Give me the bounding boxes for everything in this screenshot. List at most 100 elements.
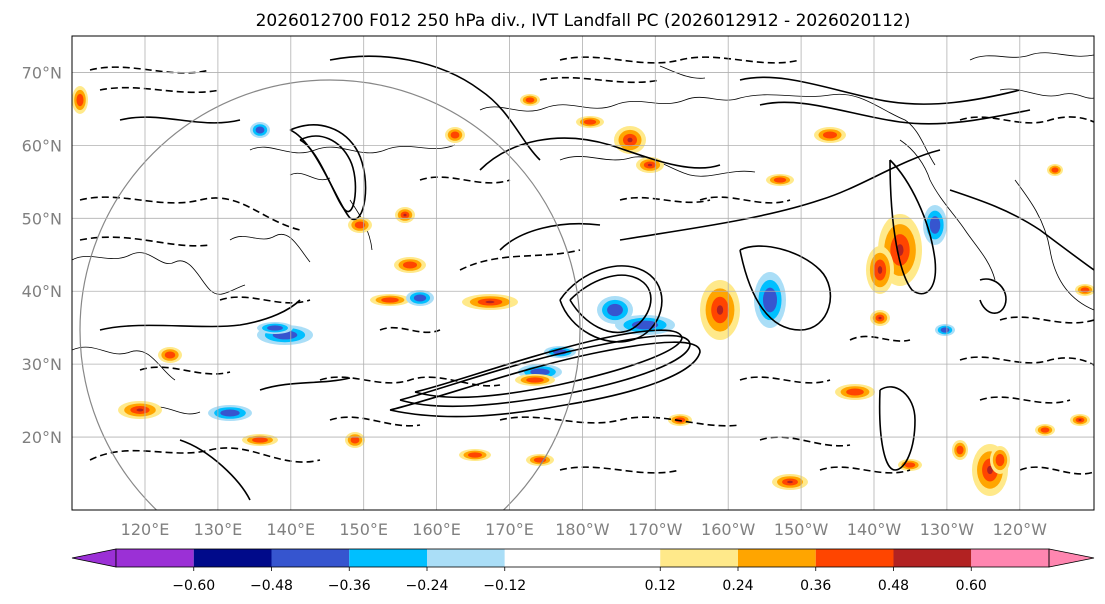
lat-tick-label: 20°N bbox=[22, 428, 62, 447]
divergence-shade bbox=[929, 216, 941, 234]
colorbar-tick-label: 0.24 bbox=[722, 578, 753, 594]
contour-solid bbox=[949, 189, 1094, 271]
colorbar-tick-label: −0.60 bbox=[172, 578, 215, 594]
grid bbox=[72, 36, 1094, 510]
colorbar-tick-label: 0.48 bbox=[878, 578, 909, 594]
convergence-shade bbox=[904, 462, 916, 468]
lon-tick-label: 130°W bbox=[920, 520, 975, 539]
shading-layer bbox=[72, 86, 1094, 496]
contour-dashed bbox=[219, 296, 311, 304]
lon-tick-labels: 120°E 130°E 140°E 150°E 160°E 170°E 180°W 170°W… bbox=[121, 520, 1047, 539]
convergence-shade bbox=[525, 97, 535, 103]
contour-solid bbox=[739, 76, 1021, 105]
convergence-shade bbox=[526, 377, 544, 383]
lat-tick-label: 70°N bbox=[22, 63, 62, 82]
contour-solid bbox=[619, 149, 941, 241]
convergence-shade bbox=[76, 93, 84, 107]
colorbar-segment bbox=[971, 549, 1049, 567]
colorbar-frame bbox=[115, 548, 1050, 568]
convergence-shade bbox=[647, 163, 653, 167]
contour-dashed bbox=[79, 236, 211, 247]
contour-solid bbox=[329, 55, 541, 161]
lon-tick-label: 140°W bbox=[847, 520, 902, 539]
convergence-shade bbox=[450, 131, 460, 139]
colorbar-tick-label: −0.24 bbox=[406, 578, 449, 594]
colorbar-extend-low bbox=[71, 548, 117, 568]
convergence-shade bbox=[627, 137, 633, 143]
lon-tick-label: 170°W bbox=[628, 520, 683, 539]
contour-solid bbox=[569, 274, 652, 334]
convergence-shade bbox=[787, 480, 793, 484]
chart-title: 2026012700 F012 250 hPa div., IVT Landfa… bbox=[256, 11, 911, 31]
contour-dashed bbox=[849, 335, 911, 342]
contour-solid bbox=[559, 265, 663, 343]
lon-tick-label: 180°W bbox=[555, 520, 610, 539]
contour-dashed bbox=[759, 436, 851, 447]
divergence-shade bbox=[762, 287, 778, 313]
lon-tick-label: 120°E bbox=[121, 520, 170, 539]
divergence-shade bbox=[607, 303, 623, 317]
divergence-shade bbox=[413, 294, 427, 302]
convergence-shade bbox=[995, 453, 1005, 467]
convergence-shade bbox=[987, 465, 993, 475]
contour-solid bbox=[289, 124, 367, 221]
colorbar-segment bbox=[660, 549, 738, 567]
convergence-shade bbox=[846, 388, 864, 396]
contour-layer bbox=[79, 55, 1094, 501]
colorbar-tick-labels: −0.60 −0.48 −0.36 −0.24 −0.12 0.12 0.24 0.36 0.4… bbox=[172, 567, 987, 594]
colorbar-tick-label: −0.48 bbox=[250, 578, 293, 594]
lon-tick-label: 170°E bbox=[485, 520, 534, 539]
colorbar-tick-label: −0.12 bbox=[483, 578, 526, 594]
contour-solid bbox=[979, 278, 1007, 314]
contour-dashed bbox=[499, 416, 741, 427]
contour-solid bbox=[399, 334, 691, 408]
colorbar bbox=[71, 548, 1095, 568]
contour-dashed bbox=[419, 176, 511, 184]
convergence-shade bbox=[878, 316, 882, 320]
divergence-shade bbox=[255, 126, 265, 134]
contour-dashed bbox=[819, 466, 911, 474]
colorbar-segment bbox=[893, 549, 972, 567]
convergence-shade bbox=[773, 177, 787, 183]
convergence-shade bbox=[350, 436, 360, 444]
contour-dashed bbox=[1019, 466, 1094, 475]
contour-solid bbox=[119, 116, 241, 124]
contour-dashed bbox=[89, 447, 321, 463]
convergence-shade bbox=[381, 297, 399, 303]
contour-dashed bbox=[959, 356, 1094, 366]
convergence-shade bbox=[354, 221, 366, 229]
convergence-shade bbox=[136, 408, 144, 412]
convergence-shade bbox=[1040, 427, 1050, 433]
contour-dashed bbox=[559, 56, 801, 64]
lat-tick-label: 50°N bbox=[22, 209, 62, 228]
lon-tick-label: 160°W bbox=[701, 520, 756, 539]
contour-dashed bbox=[329, 416, 421, 427]
convergence-shade bbox=[877, 266, 883, 274]
contour-dashed bbox=[379, 326, 441, 334]
colorbar-segment bbox=[815, 549, 894, 567]
divergence-shade bbox=[267, 325, 283, 331]
lon-tick-label: 140°E bbox=[266, 520, 315, 539]
colorbar-segment bbox=[349, 549, 427, 567]
colorbar-tick-label: 0.12 bbox=[645, 578, 676, 594]
lat-tick-label: 30°N bbox=[22, 355, 62, 374]
lon-tick-label: 120°W bbox=[993, 520, 1048, 539]
convergence-shade bbox=[485, 300, 495, 304]
lat-tick-label: 40°N bbox=[22, 282, 62, 301]
convergence-shade bbox=[1078, 419, 1082, 421]
colorbar-segment bbox=[271, 549, 350, 567]
convergence-shade bbox=[956, 445, 964, 455]
convergence-shade bbox=[1080, 287, 1090, 293]
map-frame bbox=[71, 35, 1095, 511]
convergence-shade bbox=[822, 131, 838, 139]
map-background bbox=[72, 36, 1094, 510]
projection-circle bbox=[79, 79, 581, 510]
contour-solid bbox=[414, 329, 683, 399]
colorbar-tick-label: −0.36 bbox=[328, 578, 371, 594]
contour-dashed bbox=[319, 376, 501, 387]
divergence-shade bbox=[220, 409, 240, 417]
lon-tick-label: 160°E bbox=[412, 520, 461, 539]
colorbar-segment bbox=[427, 549, 505, 567]
convergence-shade bbox=[716, 305, 724, 315]
lon-tick-label: 150°W bbox=[774, 520, 829, 539]
